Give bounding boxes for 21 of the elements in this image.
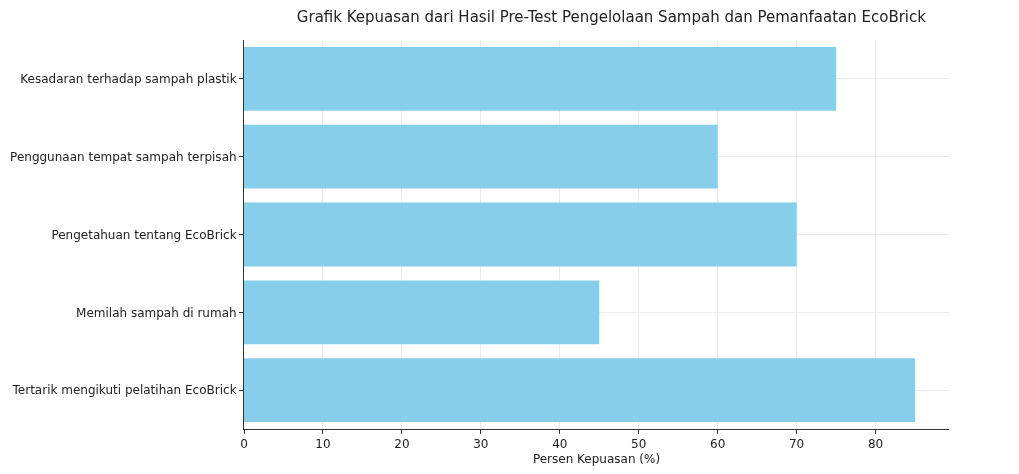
y-tick-label: Memilah sampah di rumah xyxy=(76,305,237,320)
bar xyxy=(244,202,797,267)
bar xyxy=(244,47,837,111)
x-tick-label: 10 xyxy=(315,437,331,452)
y-tick-label: Penggunaan tempat sampah terpisah xyxy=(10,149,237,164)
x-tick-label: 0 xyxy=(240,437,248,452)
x-tick-label: 20 xyxy=(394,437,410,452)
bar xyxy=(244,124,718,189)
x-tick-label: 30 xyxy=(473,437,489,452)
y-tick-label: Kesadaran terhadap sampah plastik xyxy=(20,72,237,87)
x-tick-label: 50 xyxy=(631,437,647,452)
y-tick-label: Tertarik mengikuti pelatihan EcoBrick xyxy=(11,383,237,398)
x-tick-label: 40 xyxy=(552,437,568,452)
x-tick-label: 80 xyxy=(867,437,884,452)
x-tick-label: 70 xyxy=(788,437,805,452)
x-axis-title: Persen Kepuasan (%) xyxy=(532,452,661,467)
bar xyxy=(244,280,600,345)
y-tick-label: Pengetahuan tentang EcoBrick xyxy=(51,227,237,242)
bar xyxy=(244,358,916,422)
chart-title: Grafik Kepuasan dari Hasil Pre-Test Pengelolaan Sampah dan Pemanfaatan EcoBrick xyxy=(296,8,927,27)
x-tick-label: 60 xyxy=(710,437,726,452)
